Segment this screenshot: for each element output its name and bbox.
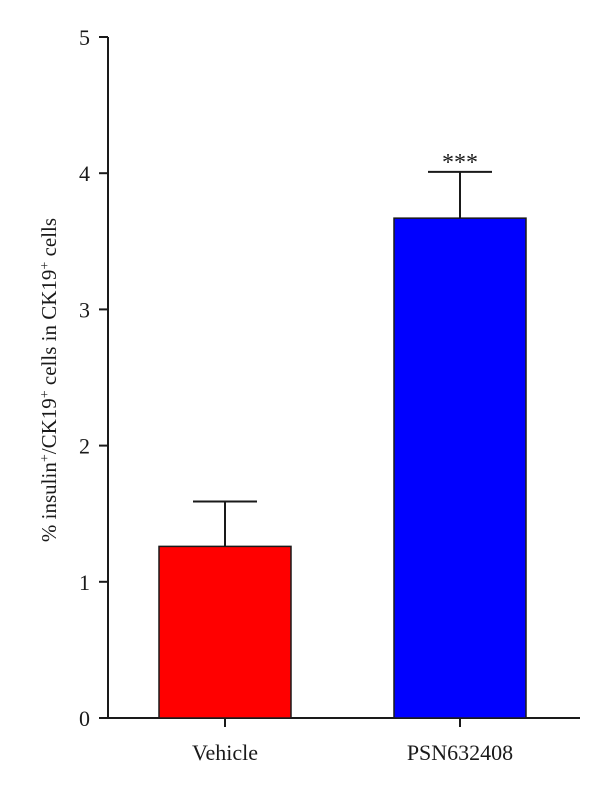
annotations: *** [442, 150, 478, 176]
bars [158, 217, 527, 719]
error-bars [193, 170, 492, 547]
bar-psn632408 [393, 217, 527, 719]
y-tick-label-2: 2 [79, 434, 90, 459]
significance-marker-psn632408: *** [442, 150, 478, 176]
x-tick-label-psn632408: PSN632408 [407, 740, 513, 765]
y-tick-label-1: 1 [79, 570, 90, 595]
y-tick-label-5: 5 [79, 25, 90, 50]
y-tick-label-4: 4 [79, 161, 90, 186]
x-tick-label-vehicle: Vehicle [192, 740, 258, 765]
x-axis: Vehicle PSN632408 [108, 717, 580, 765]
y-tick-label-3: 3 [79, 297, 90, 322]
y-tick-label-0: 0 [79, 706, 90, 731]
bar-vehicle [158, 545, 292, 719]
y-axis-label: % insulin+/CK19+ cells in CK19+ cells [37, 218, 61, 542]
y-axis: 0 1 2 3 4 5 [79, 25, 109, 731]
